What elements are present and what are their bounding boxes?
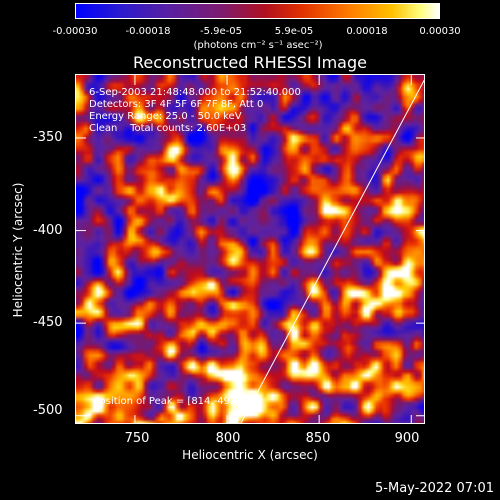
colorbar-tick-label: 0.00030 bbox=[419, 26, 461, 37]
colorbar-unit: (photons cm⁻² s⁻¹ asec⁻²) bbox=[193, 40, 323, 51]
render-timestamp: 5-May-2022 07:01 bbox=[375, 481, 494, 496]
colorbar-tick-label: -5.9e-05 bbox=[200, 26, 242, 37]
annotation-total-counts: Clean Total counts: 2.60E+03 bbox=[89, 123, 247, 134]
colorbar-tick-label: 0.00018 bbox=[346, 26, 388, 37]
colorbar bbox=[75, 3, 440, 19]
x-ticks bbox=[134, 75, 412, 423]
y-tick-label: -500 bbox=[33, 403, 63, 418]
colorbar-tick-label: 5.9e-05 bbox=[274, 26, 314, 37]
y-tick-label: -400 bbox=[33, 223, 63, 238]
y-tick-label: -350 bbox=[33, 130, 63, 145]
x-tick-label: 750 bbox=[124, 431, 150, 446]
peak-position-label: Position of Peak = [814,-492] bbox=[94, 396, 241, 407]
colorbar-tick-label: -0.00018 bbox=[125, 26, 171, 37]
heatmap-image bbox=[76, 75, 424, 423]
annotation-energy-range: Energy Range: 25.0 - 50.0 keV bbox=[89, 111, 242, 122]
y-axis-label: Heliocentric Y (arcsec) bbox=[11, 182, 25, 318]
y-ticks bbox=[76, 137, 424, 417]
annotation-time-range: 6-Sep-2003 21:48:48.000 to 21:52:40.000 bbox=[89, 87, 301, 98]
plot-overlay bbox=[76, 75, 424, 423]
x-tick-label: 900 bbox=[394, 431, 420, 446]
x-axis-label: Heliocentric X (arcsec) bbox=[182, 448, 318, 462]
x-tick-label: 800 bbox=[215, 431, 241, 446]
plot-area: 6-Sep-2003 21:48:48.000 to 21:52:40.000 … bbox=[75, 74, 425, 424]
x-tick-label: 850 bbox=[305, 431, 331, 446]
colorbar-tick-label: -0.00030 bbox=[52, 26, 98, 37]
solar-limb-line bbox=[240, 79, 424, 423]
annotation-detectors: Detectors: 3F 4F 5F 6F 7F 8F, Att 0 bbox=[89, 99, 264, 110]
chart-title: Reconstructed RHESSI Image bbox=[133, 53, 367, 72]
y-tick-label: -450 bbox=[33, 315, 63, 330]
